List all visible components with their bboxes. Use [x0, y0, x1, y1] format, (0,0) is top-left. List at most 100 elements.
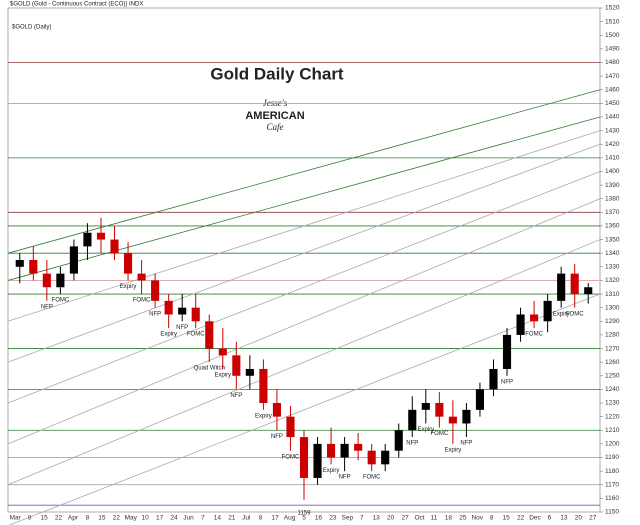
event-label: NFP [149, 311, 161, 317]
y-tick-label: 1260 [605, 359, 620, 366]
y-tick-label: 1460 [605, 86, 620, 93]
x-tick-label: 13 [373, 515, 381, 522]
x-tick-label: 22 [517, 515, 525, 522]
x-tick-label: Sep [342, 515, 354, 522]
candle-body [151, 280, 160, 301]
candle-body [530, 314, 539, 322]
candle-body [56, 273, 65, 288]
x-tick-label: 13 [560, 515, 568, 522]
candle-body [448, 416, 457, 424]
y-tick-label: 1170 [605, 481, 619, 488]
trend-line [7, 198, 601, 445]
y-tick-label: 1430 [605, 127, 620, 134]
x-tick-label: 22 [113, 515, 121, 522]
x-tick-label: 7 [360, 515, 364, 522]
candle-body [69, 246, 78, 274]
series-label: $GOLD (Daily) [12, 25, 51, 31]
y-tick-label: 1300 [605, 304, 620, 311]
candle-body [570, 273, 579, 295]
candle-body [15, 260, 24, 267]
event-label: NFP [230, 393, 242, 399]
y-tick-label: 1180 [605, 468, 619, 475]
event-label: Expiry [160, 332, 177, 338]
candle-body [232, 355, 241, 376]
x-tick-label: 15 [98, 515, 106, 522]
chart-header: $GOLD (Gold - Continuous Contract (ECO))… [10, 2, 143, 8]
y-tick-label: 1290 [605, 318, 620, 325]
candle-body [543, 300, 552, 322]
trend-line [7, 171, 601, 404]
trend-line [8, 293, 601, 525]
y-tick-label: 1520 [605, 5, 620, 12]
event-label: NFP [501, 379, 513, 385]
candle-body [475, 389, 485, 410]
y-tick-label: 1160 [605, 495, 619, 502]
candle-body [394, 430, 403, 451]
y-tick-label: 1480 [605, 59, 620, 66]
y-tick-label: 1420 [605, 141, 620, 148]
candle-body [245, 368, 254, 376]
event-label: Expiry [553, 311, 570, 317]
x-tick-label: 17 [156, 515, 164, 522]
candle-body [29, 260, 38, 274]
y-tick-label: 1330 [605, 264, 620, 271]
y-tick-label: 1240 [605, 386, 620, 393]
x-tick-label: 6 [548, 515, 552, 522]
x-tick-label: 21 [228, 515, 236, 522]
candle-body [83, 232, 92, 247]
y-tick-label: 1210 [605, 427, 620, 434]
y-tick-label: 1250 [605, 373, 620, 380]
x-tick-label: 16 [315, 515, 323, 522]
candle-body [435, 403, 444, 417]
event-label: FOMC [566, 311, 584, 317]
event-label: NFP [339, 475, 351, 481]
y-tick-label: 1340 [605, 250, 620, 257]
candle-body [462, 409, 471, 424]
candle-body [42, 273, 51, 288]
event-label: NFP [41, 304, 53, 310]
candle-body [272, 403, 281, 417]
x-tick-label: 15 [40, 515, 48, 522]
y-tick-label: 1450 [605, 100, 620, 107]
candle-body [259, 368, 268, 404]
x-tick-label: Mar [10, 515, 22, 522]
y-tick-label: 1230 [605, 400, 620, 407]
chart-title: Gold Daily Chart [210, 64, 344, 83]
event-label: FOMC [133, 298, 151, 304]
candle-body [584, 287, 593, 295]
y-tick-label: 1200 [605, 441, 620, 448]
candle-body [110, 239, 119, 254]
y-tick-label: 1280 [605, 332, 620, 339]
y-tick-label: 1150 [605, 509, 619, 516]
x-tick-label: 27 [589, 515, 597, 522]
x-tick-label: 23 [329, 515, 337, 522]
x-tick-label: 5 [302, 515, 306, 522]
x-tick-label: 15 [503, 515, 511, 522]
event-label: NFP [460, 441, 472, 447]
y-tick-label: 1220 [605, 413, 620, 420]
x-tick-label: 8 [86, 515, 90, 522]
y-tick-label: 1510 [605, 18, 620, 25]
x-tick-label: 8 [490, 515, 494, 522]
candle-body [421, 403, 430, 410]
x-tick-label: Jul [242, 515, 251, 522]
x-tick-label: Apr [68, 515, 79, 522]
candle-body [137, 273, 146, 281]
candle-body [286, 416, 295, 438]
y-tick-label: 1390 [605, 182, 620, 189]
candle-body [340, 443, 349, 458]
y-tick-label: 1440 [605, 114, 620, 121]
event-label: FOMC [52, 298, 70, 304]
y-tick-label: 1360 [605, 223, 620, 230]
y-tick-label: 1310 [605, 291, 620, 298]
x-tick-label: Jun [183, 515, 194, 522]
event-label: Expiry [120, 284, 137, 290]
event-label: Expiry [445, 447, 462, 453]
candle-body [178, 307, 187, 315]
candle-body [313, 443, 322, 478]
candle-body [218, 348, 227, 356]
x-tick-label: Oct [414, 515, 424, 522]
event-label: FOMC [187, 332, 205, 338]
candle-body [96, 232, 106, 240]
